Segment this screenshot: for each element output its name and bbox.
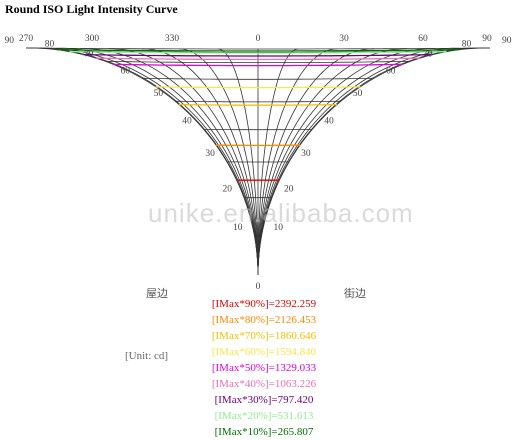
left-angle-label: 50 <box>154 89 164 99</box>
meridian--50 <box>80 48 259 276</box>
meridian--30 <box>141 48 259 276</box>
left-angle-label: 40 <box>182 117 192 127</box>
meridian-90 <box>257 47 490 276</box>
meridian-20 <box>257 48 338 275</box>
right-side-label: 街边 <box>344 286 366 300</box>
meridian-30 <box>257 48 375 276</box>
right-angle-label: 30 <box>301 149 311 159</box>
meridian-40 <box>257 48 408 276</box>
right-angle-label: 60 <box>386 66 396 76</box>
right-angle-label: 90 <box>502 36 512 46</box>
meridian-60 <box>257 47 459 276</box>
left-angle-label: 30 <box>205 149 215 159</box>
legend-entry: [IMax*40%]=1063.226 <box>211 378 317 390</box>
meridian--80 <box>29 47 259 276</box>
watermark-text: unike.en.alibaba.com <box>148 198 414 228</box>
legend-entry: [IMax*20%]=531.613 <box>214 410 314 422</box>
isocandela-curve-6 <box>95 57 421 61</box>
legend-entry: [IMax*50%]=1329.033 <box>211 362 317 374</box>
top-angle-label: 90 <box>482 34 492 44</box>
isocandela-curve-5 <box>113 63 403 67</box>
left-angle-label: 60 <box>121 66 131 76</box>
right-angle-label: 10 <box>274 223 284 233</box>
legend-entry: [IMax*80%]=2126.453 <box>211 314 317 326</box>
legend-entry: [IMax*60%]=1594.840 <box>211 346 317 358</box>
legend: [IMax*90%]=2392.259 [IMax*80%]=2126.453 [I… <box>194 296 334 440</box>
unit-label: [Unit: cd] <box>125 350 169 362</box>
left-angle-label: 90 <box>5 36 15 46</box>
meridian-50 <box>257 48 436 276</box>
top-angle-label: 0 <box>256 34 261 44</box>
meridian--60 <box>57 47 259 276</box>
isocandela-curves <box>56 49 460 181</box>
top-angle-label: 270 <box>19 34 34 44</box>
top-angle-label: 30 <box>339 34 349 44</box>
meridian--90 <box>26 47 259 276</box>
right-angle-label: 50 <box>353 89 363 99</box>
right-angle-label: 70 <box>423 50 433 60</box>
right-angle-label: 40 <box>324 117 334 127</box>
meridian--10 <box>217 48 259 275</box>
right-angle-label: 80 <box>462 39 472 49</box>
meridian--70 <box>39 47 259 276</box>
legend-entry: [IMax*70%]=1860.646 <box>211 330 317 342</box>
meridian-80 <box>257 47 487 276</box>
isocandela-curve-4 <box>155 86 361 89</box>
chart-title: Round ISO Light Intensity Curve <box>5 2 178 16</box>
legend-entry: [IMax*90%]=2392.259 <box>211 298 317 310</box>
legend-entry: [IMax*30%]=797.420 <box>214 394 314 406</box>
center-angle-label: 0 <box>256 282 261 292</box>
meridian--20 <box>178 48 259 275</box>
meridian-10 <box>257 48 299 275</box>
right-angle-label: 20 <box>284 185 294 195</box>
top-angle-label: 60 <box>418 34 428 44</box>
isocandela-curve-8 <box>69 50 447 54</box>
isocandela-curve-7 <box>83 53 433 57</box>
isocandela-curve-3 <box>179 103 337 106</box>
legend-entry: [IMax*10%]=265.807 <box>214 426 314 438</box>
meridian--40 <box>108 48 259 276</box>
left-angle-label: 70 <box>84 50 94 60</box>
top-angle-label: 300 <box>85 34 100 44</box>
top-angle-label: 330 <box>165 34 180 44</box>
left-angle-label: 80 <box>45 39 55 49</box>
isocandela-curve-9 <box>56 49 460 52</box>
left-angle-label: 20 <box>223 185 233 195</box>
left-angle-label: 10 <box>233 223 243 233</box>
left-side-label: 屋边 <box>146 287 168 300</box>
polar-grid <box>26 47 490 276</box>
